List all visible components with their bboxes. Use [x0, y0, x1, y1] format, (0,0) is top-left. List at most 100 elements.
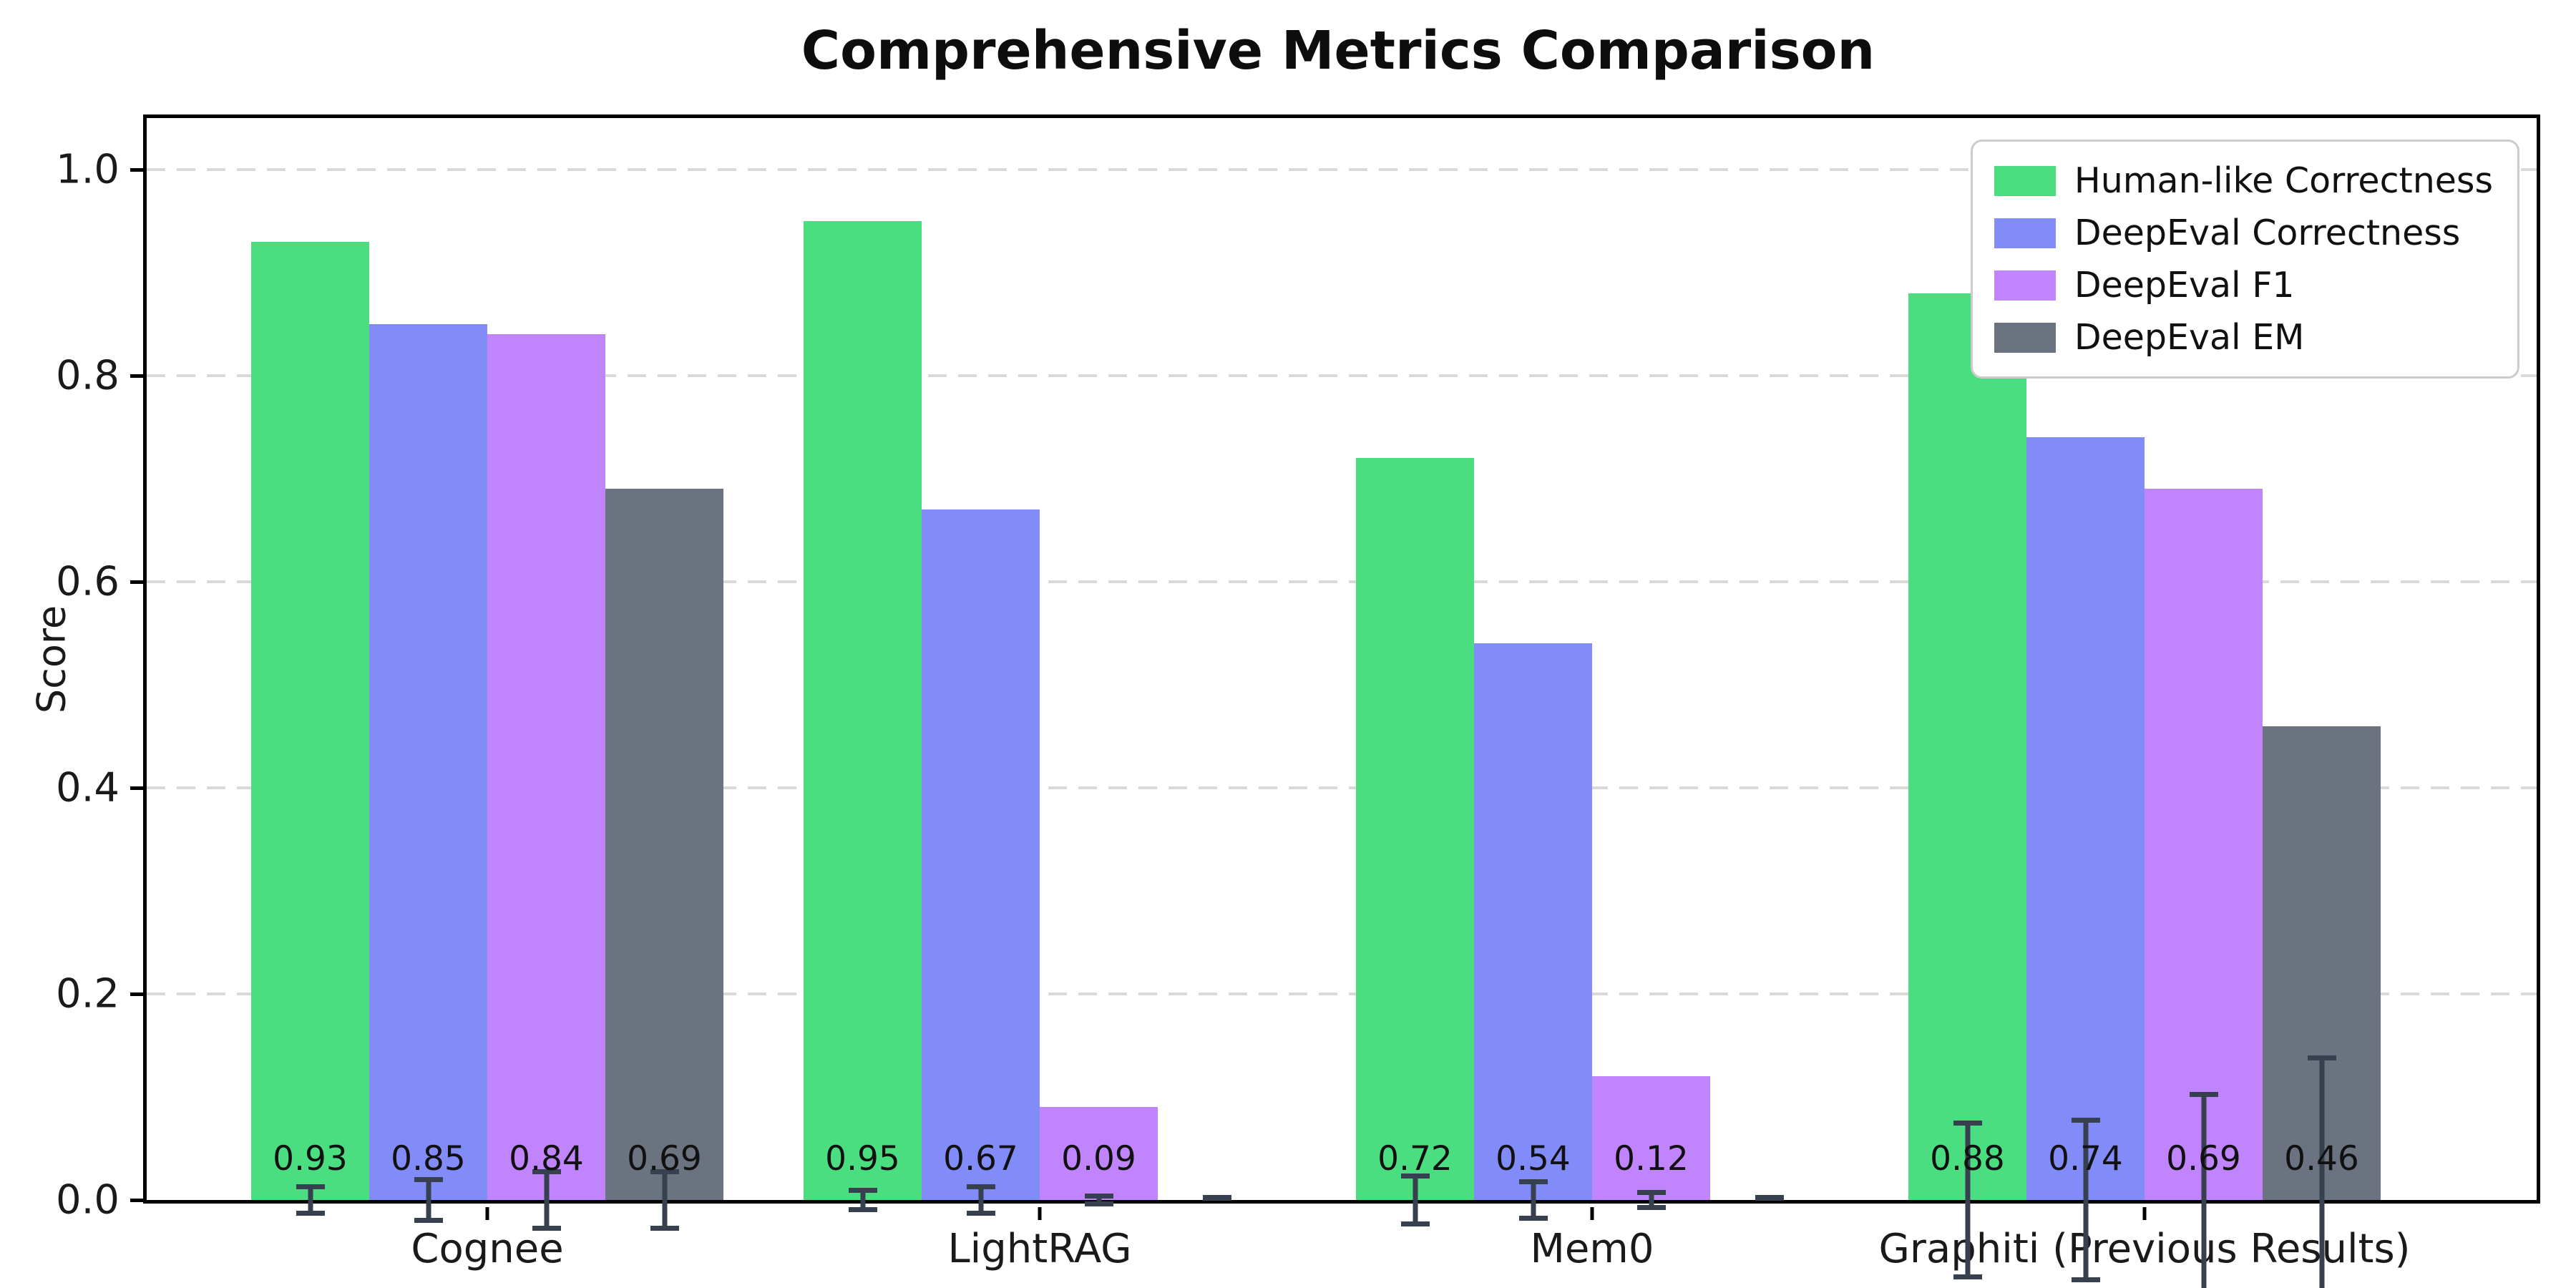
- legend-swatch-deepeval-em: [1994, 322, 2056, 353]
- bar: 0.93: [251, 241, 369, 1216]
- error-cap-bottom: [650, 1226, 679, 1231]
- bar: 0.74: [2026, 437, 2145, 1283]
- error-bar: [1202, 1195, 1231, 1201]
- error-cap-top: [296, 1184, 325, 1190]
- error-cap-bottom: [1400, 1221, 1430, 1227]
- error-cap-bottom: [1755, 1195, 1784, 1200]
- bar: 0.72: [1356, 458, 1474, 1227]
- bar-group-cognee: 0.93 0.85 0.84 0.69: [211, 118, 763, 1231]
- error-cap-top: [1518, 1179, 1548, 1185]
- error-bar: [2307, 1055, 2336, 1288]
- error-line: [2083, 1117, 2088, 1283]
- bar: 0.54: [1474, 643, 1592, 1221]
- gridline: [147, 786, 2537, 789]
- error-cap-top: [1084, 1194, 1113, 1199]
- x-tick-label: LightRAG: [947, 1226, 1132, 1272]
- bar-value-label: 0.88: [1930, 1139, 2005, 1179]
- x-tick-mark: [1590, 1207, 1594, 1220]
- chart-title: Comprehensive Metrics Comparison: [801, 20, 1875, 82]
- legend-label: Human-like Correctness: [2074, 160, 2493, 201]
- error-line: [978, 1184, 983, 1216]
- bar-value-label: 0.12: [1614, 1139, 1689, 1179]
- bar: 0.69: [2145, 489, 2263, 1288]
- y-tick-label: 0.6: [55, 558, 119, 605]
- gridline: [147, 374, 2537, 377]
- legend-item: DeepEval EM: [1994, 317, 2493, 358]
- error-bar: [532, 1169, 561, 1231]
- error-cap-bottom: [1636, 1205, 1666, 1211]
- bar-value-label: 0.95: [825, 1139, 900, 1179]
- x-tick-label: Cognee: [411, 1226, 564, 1272]
- error-cap-bottom: [296, 1210, 325, 1216]
- error-cap-top: [2189, 1091, 2218, 1097]
- error-line: [1096, 1194, 1101, 1206]
- error-cap-bottom: [532, 1226, 561, 1231]
- y-tick-mark: [130, 580, 143, 584]
- bar: 0.67: [922, 509, 1040, 1216]
- error-cap-bottom: [414, 1217, 443, 1223]
- error-line: [860, 1187, 865, 1213]
- bar-group-graphiti-previous-results-: 0.88 0.74 0.69 0.46: [1868, 118, 2421, 1288]
- bar-value-label: 0.54: [1496, 1139, 1571, 1179]
- bar-value-label: 0.74: [2048, 1139, 2123, 1179]
- y-tick-label: 1.0: [55, 146, 119, 193]
- y-tick-mark: [130, 1198, 143, 1202]
- error-line: [662, 1169, 667, 1231]
- error-cap-top: [650, 1169, 679, 1174]
- error-bar: [2189, 1091, 2218, 1288]
- legend-item: DeepEval Correctness: [1994, 213, 2493, 253]
- x-tick-mark: [1038, 1207, 1042, 1220]
- error-bar: [966, 1184, 995, 1216]
- legend-swatch-deepeval-f1: [1994, 270, 2056, 301]
- legend-label: DeepEval Correctness: [2074, 213, 2461, 253]
- x-tick-mark: [2142, 1207, 2147, 1220]
- error-line: [2201, 1091, 2206, 1288]
- legend-label: DeepEval EM: [2074, 317, 2305, 358]
- error-bar: [414, 1177, 443, 1223]
- error-bar: [1400, 1173, 1430, 1227]
- error-bar: [1636, 1189, 1666, 1211]
- error-bar: [1755, 1195, 1784, 1201]
- error-bar: [650, 1169, 679, 1231]
- error-cap-bottom: [2071, 1277, 2100, 1283]
- error-line: [1965, 1121, 1970, 1279]
- bar-value-label: 0.93: [273, 1139, 348, 1179]
- bar-value-label: 0.67: [943, 1139, 1018, 1179]
- bar: 0.09: [1040, 1107, 1158, 1206]
- error-cap-top: [966, 1184, 995, 1190]
- y-tick-mark: [130, 992, 143, 996]
- y-tick-mark: [130, 167, 143, 172]
- error-line: [544, 1169, 549, 1231]
- error-bar: [1953, 1121, 1982, 1279]
- error-bar: [2071, 1117, 2100, 1283]
- error-line: [2319, 1055, 2324, 1288]
- y-tick-label: 0.4: [55, 764, 119, 811]
- error-line: [1413, 1173, 1418, 1227]
- gridline: [147, 168, 2537, 171]
- bar-value-label: 0.69: [627, 1139, 702, 1179]
- error-line: [426, 1177, 431, 1223]
- x-tick-mark: [485, 1207, 489, 1220]
- error-cap-bottom: [1202, 1195, 1231, 1200]
- error-bar: [848, 1187, 877, 1213]
- bar-value-label: 0.85: [391, 1139, 466, 1179]
- error-bar: [296, 1184, 325, 1216]
- error-cap-top: [2071, 1117, 2100, 1123]
- error-cap-top: [2307, 1055, 2336, 1061]
- error-cap-bottom: [1084, 1201, 1113, 1206]
- legend-swatch-human-like-correctness: [1994, 165, 2056, 196]
- legend: Human-like Correctness DeepEval Correctne…: [1970, 140, 2519, 379]
- bar-value-label: 0.72: [1377, 1139, 1453, 1179]
- error-cap-bottom: [1953, 1274, 1982, 1279]
- legend-item: DeepEval F1: [1994, 265, 2493, 306]
- error-cap-bottom: [966, 1210, 995, 1216]
- y-tick-label: 0.0: [55, 1176, 119, 1224]
- bars-row: 0.93 0.85 0.84 0.69 0.95 0.67 0.09 0.72 0.54 0.12…: [211, 118, 2421, 1288]
- error-cap-top: [532, 1169, 561, 1174]
- legend-label: DeepEval F1: [2074, 265, 2295, 306]
- error-cap-top: [1400, 1173, 1430, 1179]
- bar: 0.95: [804, 221, 922, 1213]
- y-tick-mark: [130, 786, 143, 790]
- bar-value-label: 0.84: [509, 1139, 584, 1179]
